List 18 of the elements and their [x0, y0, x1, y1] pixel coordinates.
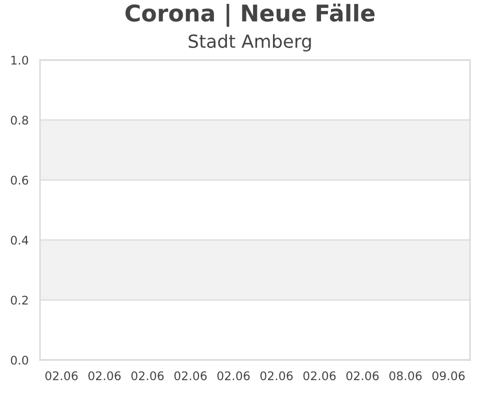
y-tick-label: 1.0 [11, 56, 28, 65]
x-tick-label: 09.06 [432, 371, 465, 380]
y-tick-label: 0.6 [10, 176, 28, 185]
x-tick-label: 02.06 [303, 371, 336, 380]
x-tick-label: 02.06 [131, 371, 164, 380]
x-tick-label: 02.06 [174, 371, 207, 380]
x-tick-label: 02.06 [45, 371, 78, 380]
x-tick-label: 08.06 [389, 371, 422, 380]
chart-title: Corona | Neue Fälle [125, 4, 375, 27]
x-tick-label: 02.06 [260, 371, 293, 380]
x-tick-label: 02.06 [346, 371, 379, 380]
y-tick-label: 0.2 [10, 296, 28, 305]
chart-subtitle: Stadt Amberg [188, 34, 311, 52]
x-tick-label: 02.06 [88, 371, 121, 380]
x-tick-label: 02.06 [217, 371, 250, 380]
y-tick-label: 0.4 [10, 236, 28, 245]
y-tick-label: 0.0 [10, 356, 28, 365]
y-tick-label: 0.8 [10, 116, 28, 125]
